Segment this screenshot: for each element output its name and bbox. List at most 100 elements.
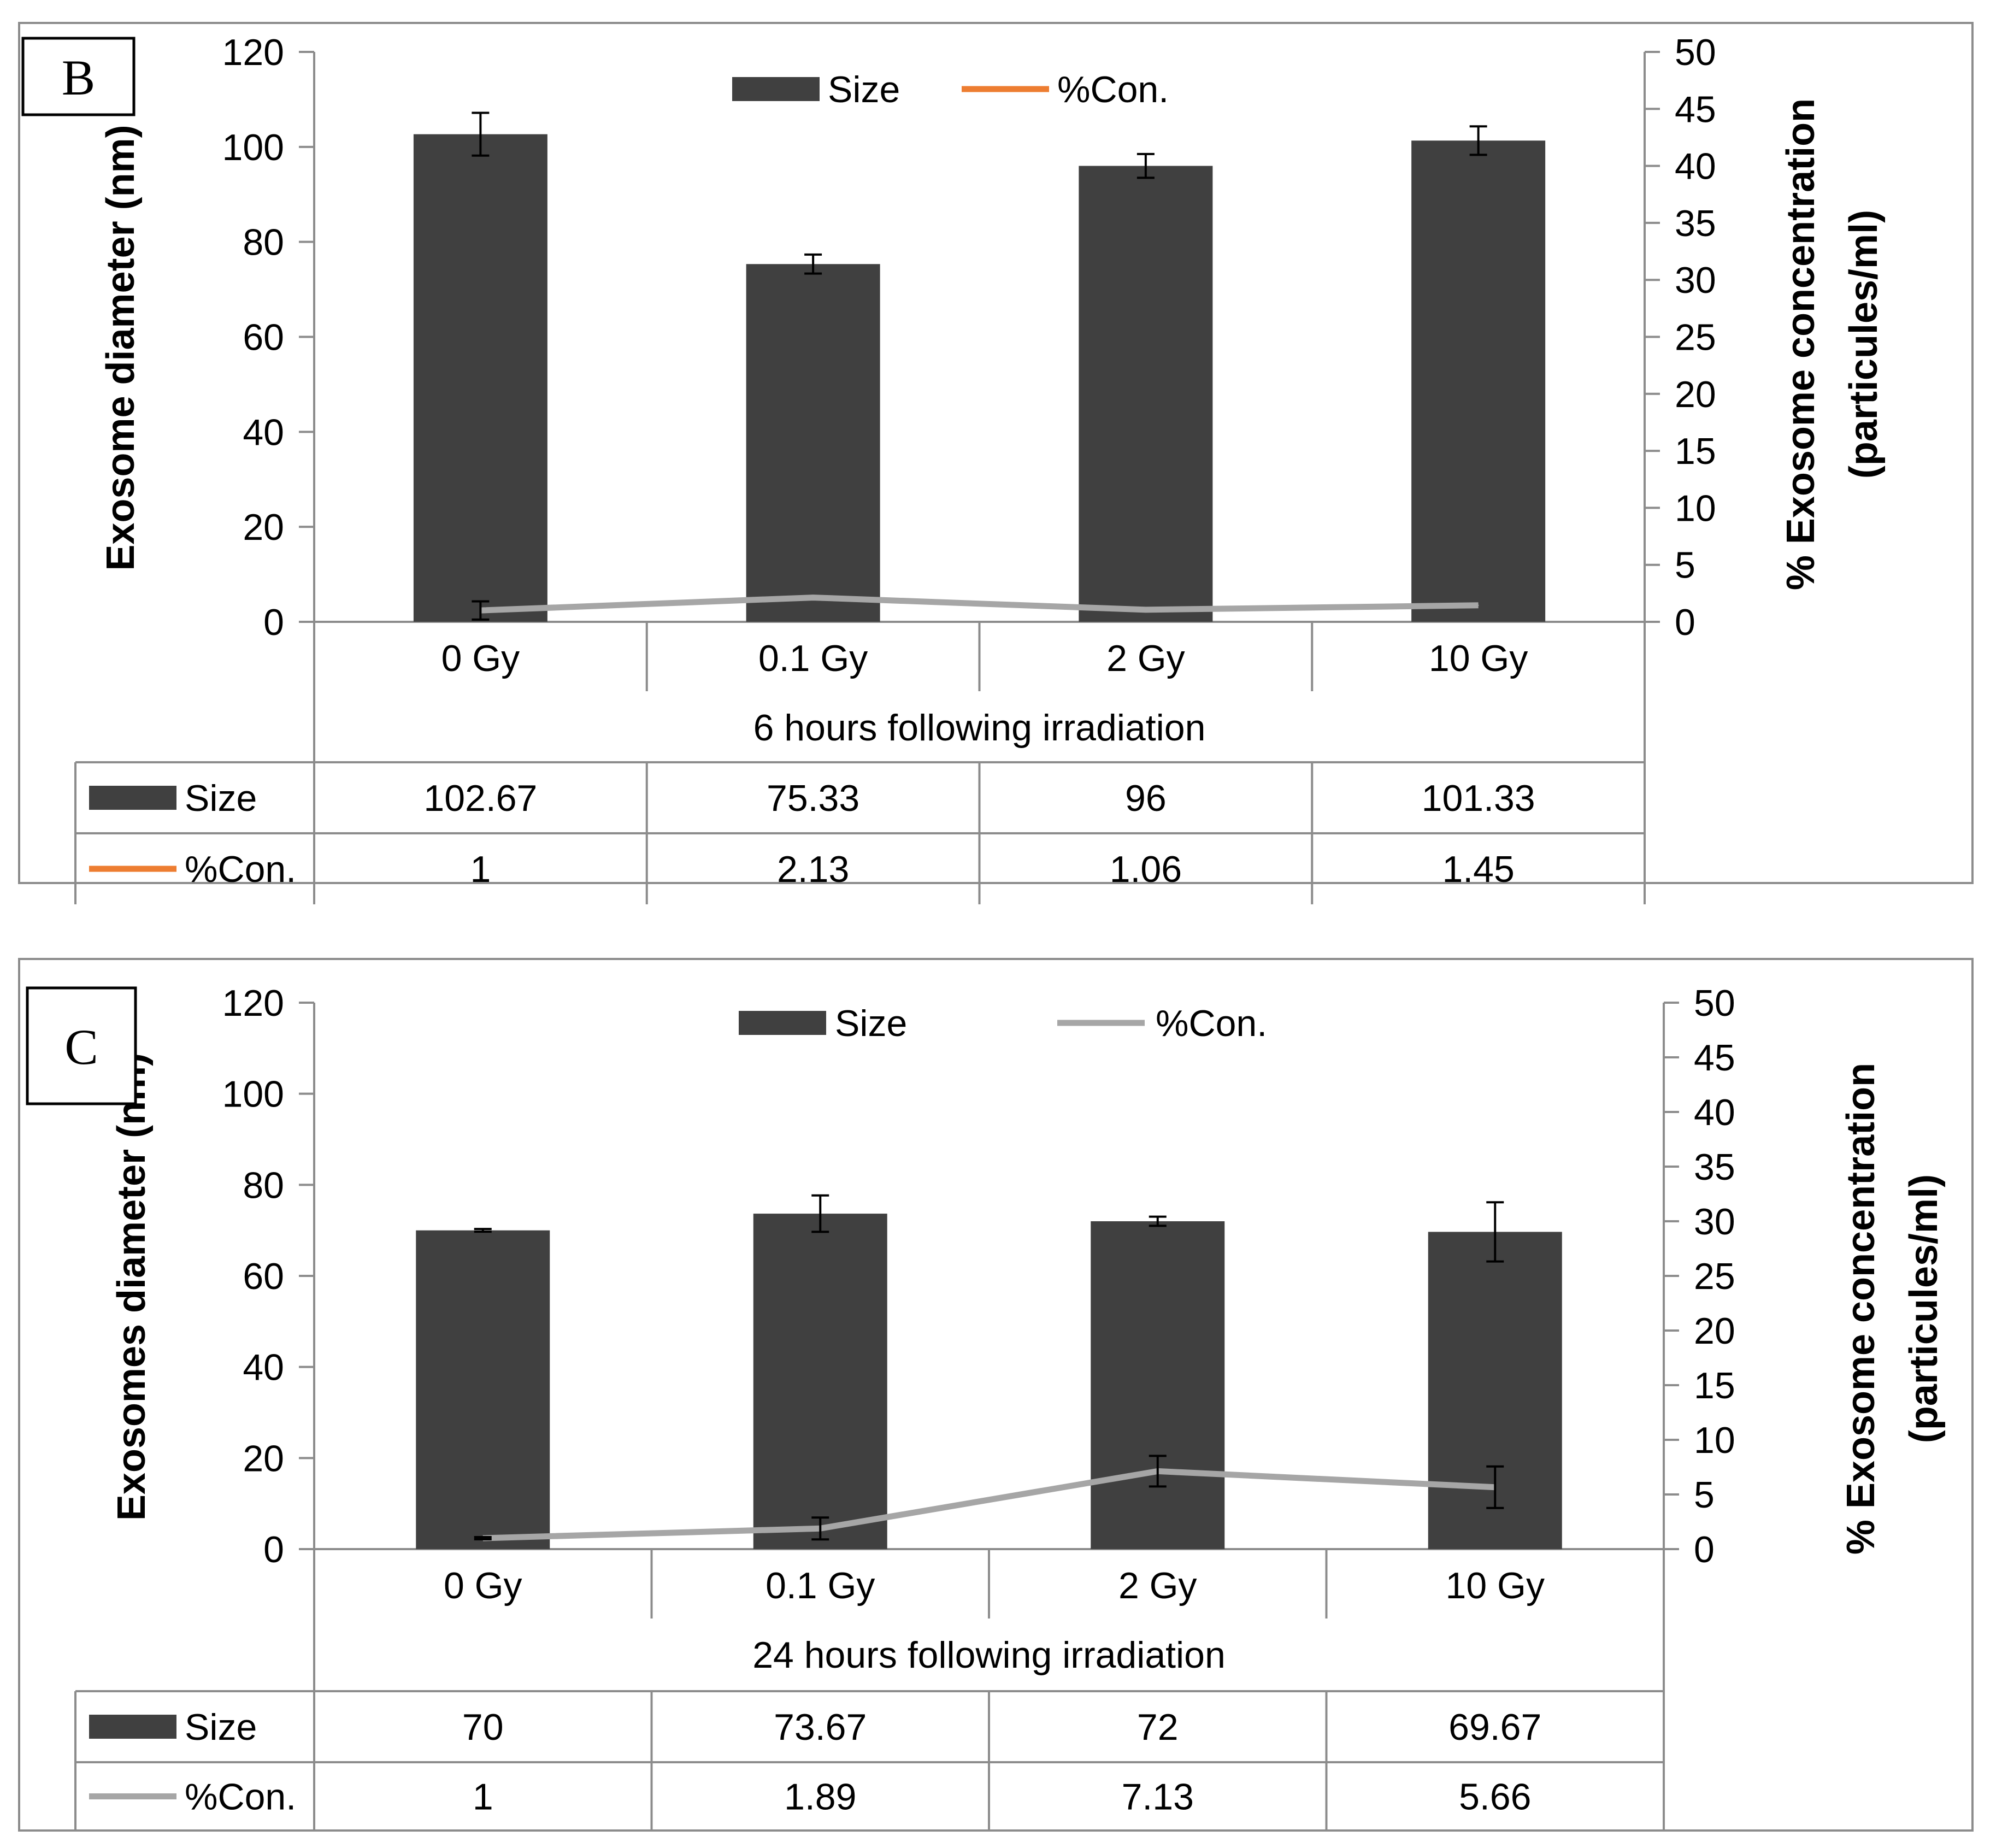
right-tick-label: 50: [1694, 982, 1735, 1024]
right-tick-label: 20: [1675, 374, 1716, 415]
table-size-value: 101.33: [1422, 778, 1535, 819]
legend-size-label: Size: [835, 1003, 907, 1044]
chart-panel-B: 0 20 40 60 80 100 120 0 5 10 15 20 25 30 35 40 45 50 Exoso…: [18, 22, 1974, 904]
chart-frame: [18, 958, 1974, 1832]
left-tick-label: 60: [243, 317, 284, 358]
category-label: 0 Gy: [444, 1565, 522, 1606]
table-con-header: %Con.: [185, 1776, 296, 1818]
left-tick-label: 120: [222, 32, 284, 73]
legend-size-swatch: [732, 77, 820, 101]
table-con-value: 5.66: [1459, 1776, 1531, 1818]
concentration-point: [1145, 609, 1146, 610]
x-axis-title: 24 hours following irradiation: [752, 1634, 1226, 1676]
table-size-value: 69.67: [1448, 1706, 1541, 1748]
category-label: 0 Gy: [441, 638, 520, 679]
left-tick-label: 40: [243, 411, 284, 453]
y-axis-title: Exosomes diameter (nm): [110, 1053, 154, 1521]
table-size-value: 75.33: [767, 778, 859, 819]
right-tick-label: 45: [1694, 1037, 1735, 1079]
right-tick-label: 15: [1694, 1365, 1735, 1406]
concentration-point: [812, 597, 814, 598]
legend-size-label: Size: [828, 69, 900, 110]
y2-axis-title-line2: (particules/ml): [1842, 210, 1886, 479]
right-tick-label: 0: [1694, 1529, 1715, 1570]
table-size-value: 70: [462, 1706, 504, 1748]
panel-label: C: [64, 1019, 98, 1075]
table-size-value: 72: [1137, 1706, 1179, 1748]
right-tick-label: 5: [1694, 1474, 1715, 1516]
table-con-header: %Con.: [185, 849, 296, 890]
left-tick-label: 100: [222, 1074, 284, 1115]
right-tick-label: 20: [1694, 1310, 1735, 1352]
legend-size-swatch: [739, 1011, 826, 1035]
right-tick-label: 10: [1675, 487, 1716, 529]
right-tick-label: 0: [1675, 602, 1695, 643]
left-tick-label: 60: [243, 1256, 284, 1297]
left-tick-label: 20: [243, 507, 284, 548]
right-tick-label: 5: [1675, 545, 1695, 586]
concentration-line: [482, 1468, 1495, 1541]
chart-panel-C: 0 20 40 60 80 100 120 0 5 10 15 20 25 30 35 40 45 50 Exoso…: [18, 958, 1974, 1832]
table-con-value: 1.89: [784, 1776, 856, 1818]
left-tick-label: 100: [222, 127, 284, 168]
table-con-value: 7.13: [1122, 1776, 1194, 1818]
category-label: 0.1 Gy: [758, 638, 868, 679]
right-tick-label: 40: [1694, 1092, 1735, 1133]
panel-label: B: [62, 50, 95, 105]
panel-label-box: [21, 37, 136, 116]
panel-label-box: [26, 986, 137, 1105]
y2-axis-title-line1: % Exosome concentration: [1839, 1063, 1883, 1555]
category-label: 2 Gy: [1106, 638, 1185, 679]
table-size-value: 96: [1125, 778, 1167, 819]
table-con-value: 1: [473, 1776, 493, 1818]
y2-axis-title-line2: (particules/ml): [1902, 1174, 1946, 1443]
legend-con-label: %Con.: [1156, 1003, 1267, 1044]
left-tick-label: 40: [243, 1347, 284, 1388]
category-label: 0.1 Gy: [765, 1565, 875, 1606]
right-tick-label: 35: [1675, 203, 1716, 244]
bar-0Gy: [413, 134, 547, 622]
bar-0Gy: [416, 1230, 550, 1549]
right-tick-label: 25: [1694, 1256, 1735, 1297]
right-tick-label: 50: [1675, 32, 1716, 73]
right-tick-label: 15: [1675, 431, 1716, 472]
bar-2Gy: [1091, 1221, 1225, 1549]
y-axis-title: Exosome diameter (nm): [99, 125, 143, 570]
left-tick-label: 0: [263, 602, 284, 643]
left-tick-label: 20: [243, 1438, 284, 1479]
right-tick-label: 30: [1694, 1201, 1735, 1243]
table-size-value: 102.67: [423, 778, 537, 819]
left-tick-label: 0: [263, 1529, 284, 1570]
table-con-value: 1.45: [1442, 849, 1514, 890]
table-size-swatch: [89, 786, 176, 810]
right-tick-label: 40: [1675, 146, 1716, 187]
table-con-value: 1.06: [1110, 849, 1182, 890]
bar-01Gy: [753, 1214, 887, 1549]
category-label: 10 Gy: [1429, 638, 1528, 679]
concentration-line: [480, 595, 1479, 614]
left-tick-label: 80: [243, 1164, 284, 1206]
table-con-value: 2.13: [777, 849, 849, 890]
right-tick-label: 35: [1694, 1146, 1735, 1188]
right-tick-label: 45: [1675, 89, 1716, 130]
table-size-header: Size: [185, 778, 257, 819]
right-tick-label: 30: [1675, 260, 1716, 301]
right-tick-label: 25: [1675, 317, 1716, 358]
bar-10Gy: [1411, 140, 1546, 622]
category-label: 2 Gy: [1118, 1565, 1197, 1606]
left-tick-label: 80: [243, 222, 284, 263]
bar-01Gy: [746, 264, 880, 622]
legend-con-label: %Con.: [1057, 69, 1169, 110]
table-size-value: 73.67: [774, 1706, 867, 1748]
x-axis-title: 6 hours following irradiation: [753, 707, 1206, 749]
table-size-header: Size: [185, 1706, 257, 1748]
table-size-swatch: [89, 1715, 176, 1739]
table-con-value: 1: [470, 849, 491, 890]
concentration-point: [1477, 604, 1479, 606]
bar-2Gy: [1079, 166, 1213, 622]
category-label: 10 Gy: [1446, 1565, 1545, 1606]
y2-axis-title-line1: % Exosome concentration: [1779, 98, 1823, 590]
chart-frame: [18, 22, 1974, 884]
left-tick-label: 120: [222, 982, 284, 1024]
